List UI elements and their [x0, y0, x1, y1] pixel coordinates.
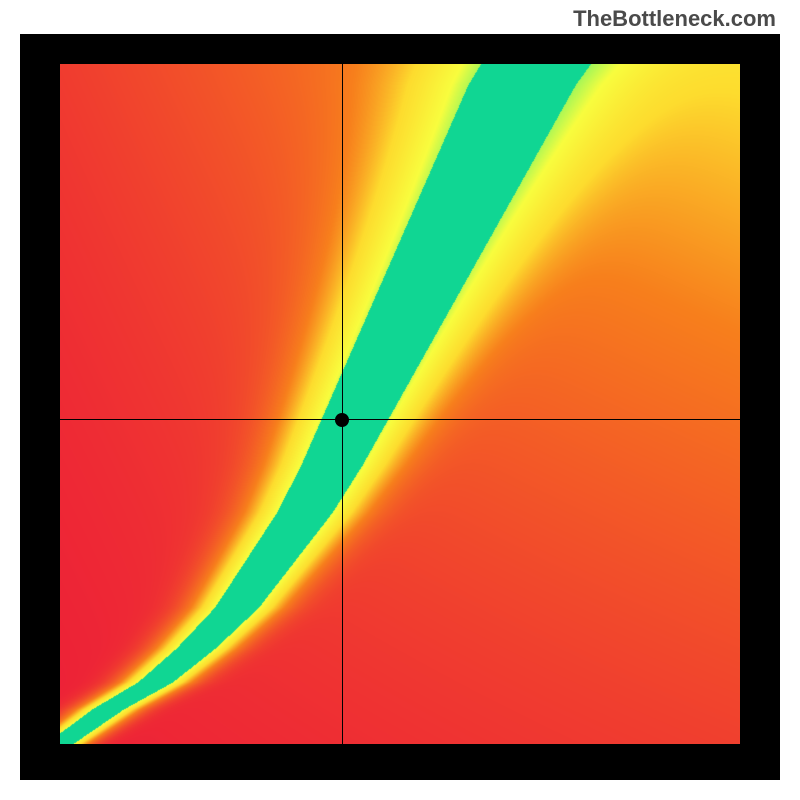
data-point-marker [335, 413, 349, 427]
crosshair-horizontal [60, 419, 740, 420]
chart-frame [20, 34, 780, 780]
plot-area [60, 64, 740, 744]
watermark-text: TheBottleneck.com [573, 6, 776, 32]
crosshair-vertical [342, 64, 343, 744]
figure-container: TheBottleneck.com [0, 0, 800, 800]
heatmap-canvas [60, 64, 740, 744]
